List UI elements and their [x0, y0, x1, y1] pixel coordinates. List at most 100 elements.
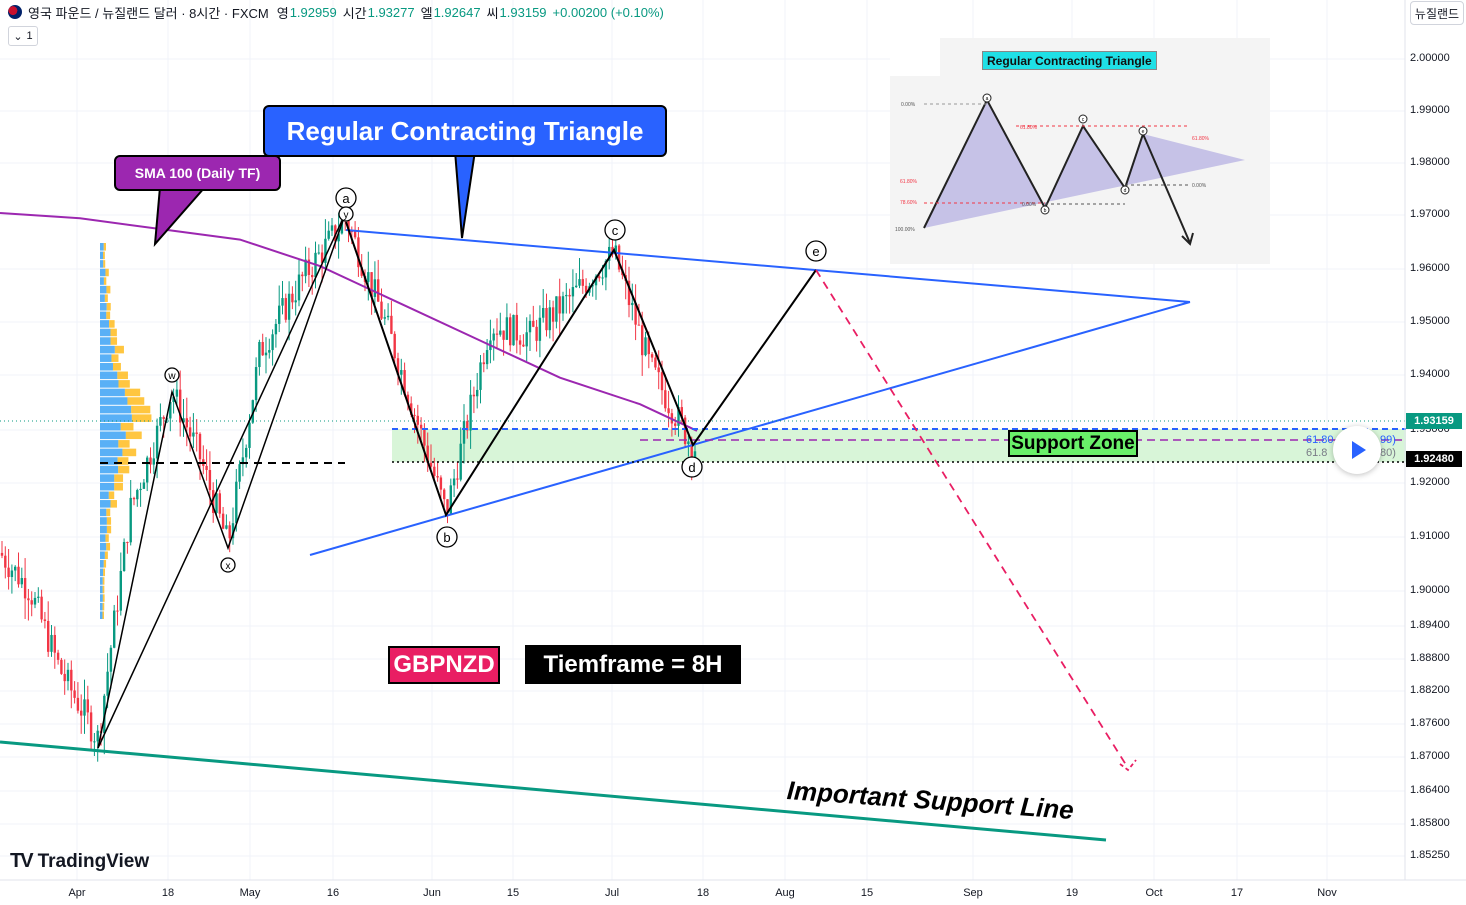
volume-profile-down-bar: [112, 362, 121, 371]
wave-marker-w[interactable]: w: [164, 367, 180, 383]
indicator-collapse-button[interactable]: ⌄ 1: [8, 26, 38, 46]
reference-pattern-image[interactable]: 0.00% 61.80% 78.60% 100.00% 61.80% 0.00%…: [890, 38, 1270, 264]
candle-body: [390, 315, 393, 334]
time-tick-label: 18: [696, 887, 710, 899]
candle-body: [271, 334, 274, 351]
close-value: 1.93159: [499, 4, 547, 20]
time-tick-label: Sep: [963, 887, 983, 899]
inset-fib-100: 100.00%: [895, 227, 915, 233]
candle-body: [584, 285, 588, 293]
low-value: 1.92647: [433, 4, 481, 20]
candle-body: [406, 394, 410, 404]
wave-marker-b[interactable]: b: [436, 526, 458, 548]
candle-body: [367, 272, 370, 282]
volume-profile-up-bar: [100, 585, 103, 594]
candle-body: [231, 523, 235, 539]
candle-body: [225, 525, 228, 529]
inset-arrow-icon: [1181, 232, 1194, 246]
candle-body: [674, 423, 677, 426]
candle-body: [149, 457, 152, 465]
support-price-tag: 1.92480: [1406, 451, 1462, 467]
candle-body: [604, 260, 608, 278]
wave-marker-a[interactable]: a: [335, 187, 357, 209]
svg-text:c: c: [1082, 117, 1085, 123]
candle-body: [429, 462, 433, 467]
triangle-lower-line[interactable]: [309, 301, 1191, 556]
wave-marker-c[interactable]: c: [604, 219, 626, 241]
time-tick-label: Nov: [1317, 887, 1337, 899]
projection-arrow: [1119, 759, 1137, 772]
volume-profile-down-bar: [117, 371, 128, 380]
volume-profile-down-bar: [104, 551, 108, 560]
triangle-callout[interactable]: Regular Contracting Triangle: [263, 105, 667, 157]
volume-profile-up-bar: [100, 302, 107, 311]
volume-profile-up-bar: [100, 517, 107, 525]
candle-body: [634, 302, 637, 325]
wave-label-e: e: [812, 244, 819, 259]
triangle-upper-line[interactable]: [345, 229, 1191, 303]
candle-body: [7, 567, 10, 578]
volume-profile-down-bar: [108, 491, 115, 500]
candle-body: [690, 441, 693, 461]
candle-body: [502, 330, 505, 340]
wave-marker-x[interactable]: x: [220, 557, 236, 573]
candle-body: [294, 300, 297, 303]
support-zone-label[interactable]: Support Zone: [1008, 430, 1138, 457]
candle-body: [4, 555, 7, 568]
candle-body: [360, 267, 363, 276]
symbol-title[interactable]: 영국 파운드 / 뉴질랜드 달러 · 8시간 · FXCM: [28, 5, 269, 21]
candle-body: [472, 394, 476, 397]
candle-body: [254, 367, 258, 401]
replay-play-button[interactable]: [1333, 426, 1381, 474]
volume-profile-up-bar: [100, 482, 115, 491]
candle-body: [347, 220, 350, 232]
candle-body: [617, 245, 621, 270]
candle-body: [264, 352, 268, 356]
open-value: 1.92959: [289, 4, 337, 20]
inset-fib-786: 78.60%: [900, 200, 918, 206]
candle-body: [311, 274, 314, 278]
candle-body: [215, 493, 218, 513]
candle-body: [386, 315, 390, 318]
candle-body: [538, 317, 542, 341]
symbol-tag[interactable]: GBPNZD: [388, 646, 500, 684]
volume-profile-up-bar: [100, 345, 115, 354]
candle-body: [235, 481, 238, 524]
sma-callout[interactable]: SMA 100 (Daily TF): [114, 155, 281, 191]
volume-profile-down-bar: [106, 542, 111, 551]
tradingview-logo-text: TradingView: [37, 850, 150, 872]
candle-body: [182, 418, 185, 423]
currency-button[interactable]: 뉴질랜드: [1410, 1, 1464, 25]
volume-profile-down-bar: [127, 397, 145, 405]
candle-body: [73, 690, 76, 698]
candle-body: [340, 220, 344, 234]
volume-profile-down-bar: [124, 388, 141, 397]
candle-body: [423, 428, 426, 446]
wave-label-x: x: [226, 561, 231, 572]
volume-profile-up-bar: [100, 320, 110, 328]
candle-body: [370, 272, 373, 297]
important-support-line[interactable]: [0, 740, 1107, 842]
time-tick-label: 18: [161, 887, 175, 899]
candle-body: [86, 699, 89, 713]
time-tick-label: Aug: [775, 887, 795, 899]
candle-body: [469, 394, 472, 431]
inset-diagram: 0.00% 61.80% 78.60% 100.00% 61.80% 0.00%…: [890, 38, 1245, 246]
candle-body: [565, 294, 568, 297]
volume-profile-down-bar: [131, 414, 152, 422]
candle-body: [581, 279, 584, 286]
candle-body: [667, 408, 670, 414]
volume-profile-down-bar: [103, 251, 105, 260]
play-icon: [1352, 441, 1366, 459]
wave-marker-y[interactable]: y: [338, 206, 354, 222]
tradingview-logo[interactable]: TV TradingView: [10, 850, 149, 873]
volume-profile-down-bar: [103, 260, 106, 268]
candle-body: [241, 457, 245, 465]
wave-marker-e[interactable]: e: [805, 240, 827, 262]
timeframe-tag[interactable]: Tiemframe = 8H: [525, 645, 741, 684]
candle-body: [304, 259, 307, 277]
volume-profile-up-bar: [100, 611, 103, 619]
candle-body: [495, 333, 499, 335]
wave-marker-d[interactable]: d: [681, 456, 703, 478]
candle-body: [228, 525, 231, 539]
